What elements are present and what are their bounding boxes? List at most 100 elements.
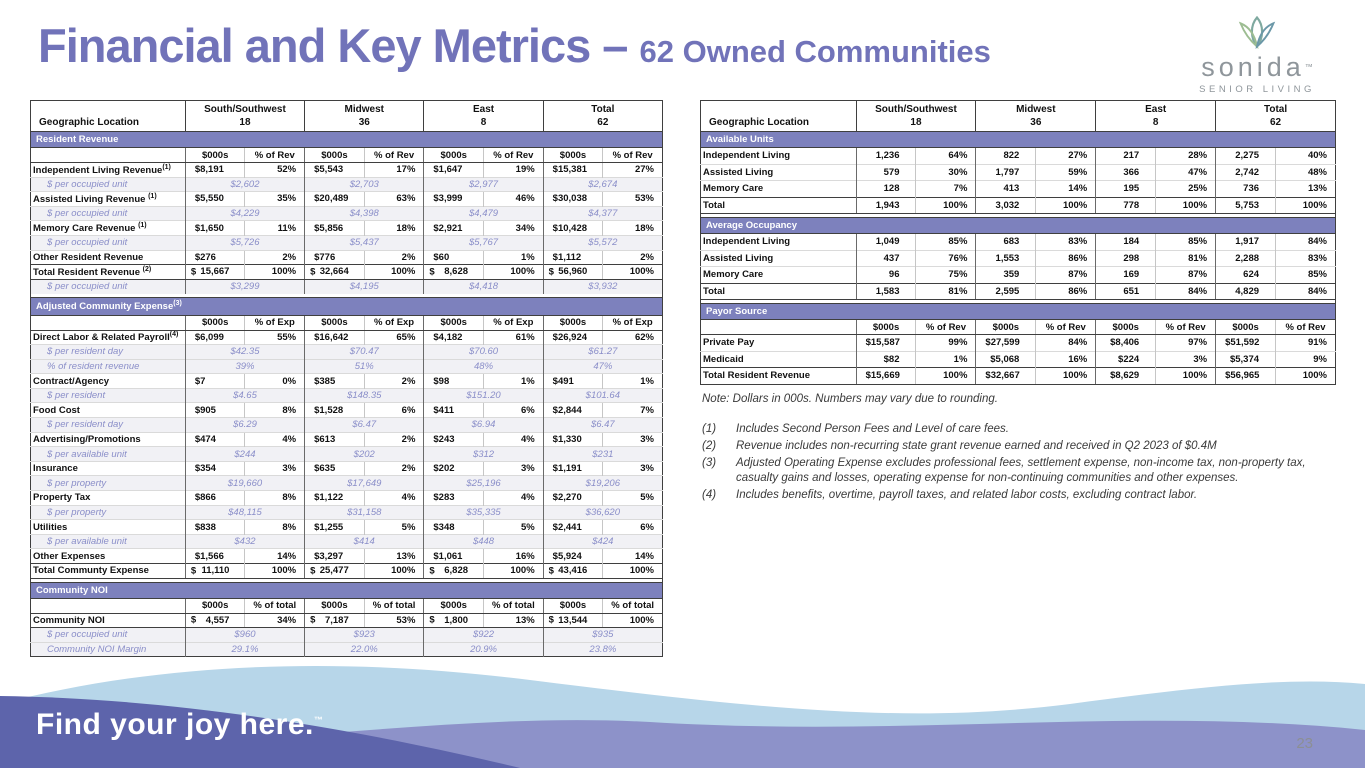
row-label: Independent Living: [700, 233, 857, 250]
value-cell: 100%: [1155, 196, 1216, 214]
column-subheader-row: $000s% of Exp $000s% of Exp $000s% of Exp $…: [30, 315, 663, 331]
subheader-cell: $000s: [184, 315, 245, 331]
subheader-cell: $000s: [542, 147, 603, 163]
value-cell: 11%: [244, 220, 305, 236]
sub-value-cell: $151.20: [423, 387, 544, 403]
sub-value-cell: $3,932: [542, 278, 663, 294]
section-title: Community NOI: [30, 581, 663, 599]
row-label: $ per occupied unit: [30, 176, 186, 192]
value-cell: 1,943: [855, 196, 916, 214]
sub-value-cell: $61.27: [542, 344, 663, 360]
value-cell: 6%: [363, 402, 424, 418]
value-cell: 1,797: [975, 163, 1036, 181]
sub-value-cell: $960: [184, 627, 305, 643]
sub-value-cell: $312: [423, 446, 544, 462]
value-cell: 1,917: [1215, 233, 1276, 250]
sub-value-cell: $2,674: [542, 176, 663, 192]
subheader-cell: % of Rev: [1155, 319, 1216, 335]
value-cell: 195: [1095, 180, 1156, 197]
value-cell: 17%: [363, 162, 424, 178]
value-cell: 34%: [483, 220, 544, 236]
table-row: $ per occupied unit $960 $923 $922 $935: [30, 627, 663, 643]
value-cell: 2%: [363, 249, 424, 265]
total-value-cell: $56,960: [542, 264, 603, 280]
value-cell: $1,061: [423, 548, 484, 564]
row-label: Independent Living Revenue(1): [30, 162, 186, 178]
value-cell: 7%: [915, 180, 976, 197]
value-cell: 84%: [1275, 282, 1336, 300]
value-cell: $4,182: [423, 329, 484, 345]
row-label: Utilities: [30, 519, 186, 535]
row-label: Memory Care Revenue (1): [30, 220, 186, 236]
table-row: Memory Care 128 7% 413 14% 195 25% 736 13%: [700, 180, 1336, 197]
table-row: Total Communty Expense $11,110 100% $25,477…: [30, 563, 663, 579]
sub-value-cell: $70.47: [304, 344, 424, 360]
value-cell: 1%: [602, 373, 663, 389]
value-cell: 4%: [483, 490, 544, 506]
value-cell: $98: [423, 373, 484, 389]
value-cell: $6,099: [184, 329, 245, 345]
value-cell: 87%: [1155, 266, 1216, 283]
value-cell: 579: [855, 163, 916, 181]
value-cell: $776: [304, 249, 365, 265]
table-row: $ per resident $4.65 $148.35 $151.20 $101.64: [30, 387, 663, 403]
subheader-cell: $000s: [542, 315, 603, 331]
value-cell: 1,236: [855, 147, 916, 164]
table-row: Total 1,583 81% 2,595 86% 651 84% 4,829 84%: [700, 282, 1336, 300]
table-row: Advertising/Promotions $474 4% $613 2% $243 4%…: [30, 431, 663, 447]
value-cell: $26,924: [542, 329, 603, 345]
value-cell: $491: [542, 373, 603, 389]
table-row: Medicaid $82 1% $5,068 16% $224 3% $5,374 9%: [700, 350, 1336, 368]
value-cell: $3,999: [423, 191, 484, 207]
sub-value-cell: $923: [304, 627, 424, 643]
sub-value-cell: $935: [542, 627, 663, 643]
section-header-row: Adjusted Community Expense(3): [30, 297, 663, 316]
sub-value-cell: $2,977: [423, 176, 544, 192]
value-cell: $385: [304, 373, 365, 389]
footnote: (3) Adjusted Operating Expense excludes p…: [702, 456, 1336, 486]
value-cell: $1,528: [304, 402, 365, 418]
table-row: $ per occupied unit $2,602 $2,703 $2,977 $2,…: [30, 176, 663, 192]
sub-value-cell: $4,229: [184, 205, 305, 221]
value-cell: 184: [1095, 233, 1156, 250]
footnote-text: Revenue includes non-recurring state gra…: [736, 439, 1217, 452]
row-label: Property Tax: [30, 490, 186, 506]
sub-value-cell: $4,195: [304, 278, 424, 294]
value-cell: 1,583: [855, 282, 916, 300]
row-label: $ per resident day: [30, 344, 186, 360]
column-subheader-row: $000s% of Rev $000s% of Rev $000s% of Rev $…: [30, 147, 663, 163]
total-value-cell: $43,416: [542, 563, 603, 579]
value-cell: 822: [975, 147, 1036, 164]
value-cell: $1,647: [423, 162, 484, 178]
sub-value-cell: $35,335: [423, 504, 544, 520]
value-cell: 100%: [1155, 367, 1216, 385]
footnote-text: Includes benefits, overtime, payroll tax…: [736, 488, 1198, 501]
row-label: Total Communty Expense: [30, 563, 186, 579]
table-row: $ per resident day $6.29 $6.47 $6.94 $6.47: [30, 417, 663, 433]
sonida-logo: sonida™ SENIOR LIVING: [1177, 14, 1337, 95]
page-title: Financial and Key Metrics – 62 Owned Com…: [38, 18, 991, 73]
subheader-cell: $000s: [423, 315, 484, 331]
column-header-south-southwest: South/Southwest 18: [184, 100, 305, 132]
value-cell: 5%: [483, 519, 544, 535]
row-label: Advertising/Promotions: [30, 431, 186, 447]
subheader-cell: % of Rev: [483, 147, 544, 163]
table-row: $ per available unit $432 $414 $448 $424: [30, 533, 663, 549]
value-cell: 2,288: [1215, 249, 1276, 267]
value-cell: $2,441: [542, 519, 603, 535]
value-cell: 28%: [1155, 147, 1216, 164]
table-row: Assisted Living 579 30% 1,797 59% 366 47% 2,742…: [700, 163, 1336, 181]
subheader-cell: $000s: [1095, 319, 1156, 335]
total-value-cell: $1,800: [423, 612, 484, 629]
section-gap: [700, 299, 1336, 304]
row-label: Total: [700, 282, 857, 300]
row-label: $ per available unit: [30, 446, 186, 462]
value-cell: $202: [423, 460, 484, 476]
table-row: $ per property $19,660 $17,649 $25,196 $19,2…: [30, 475, 663, 491]
value-cell: $283: [423, 490, 484, 506]
value-cell: 8%: [244, 402, 305, 418]
value-cell: $243: [423, 431, 484, 447]
value-cell: 2,742: [1215, 163, 1276, 181]
value-cell: $1,191: [542, 460, 603, 476]
row-label: $ per property: [30, 504, 186, 520]
